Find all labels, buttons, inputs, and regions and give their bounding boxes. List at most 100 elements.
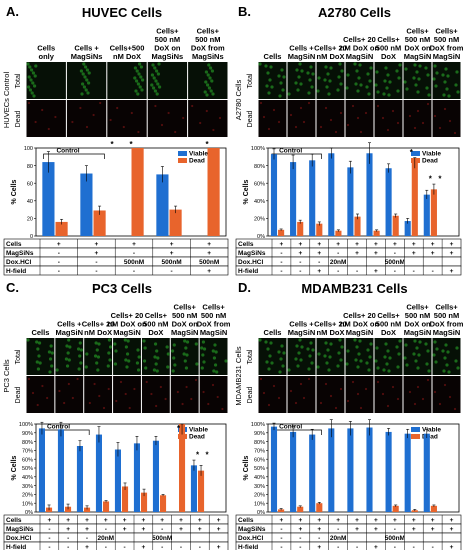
micrograph-speck — [438, 402, 442, 406]
condition-label-line: nM DoX on — [340, 320, 380, 329]
micrograph-speck — [424, 66, 428, 70]
table-cell: + — [412, 241, 416, 248]
table-row — [3, 514, 229, 525]
micrograph-speck — [413, 402, 417, 406]
micrograph-speck — [76, 377, 79, 381]
condition-label-line: MagSiN — [288, 328, 316, 337]
micrograph-speck — [294, 81, 298, 85]
micrograph-speck — [126, 339, 130, 343]
y-tick-label: 60% — [254, 181, 265, 187]
condition-label: Cells+ 20 nM DoX on MagSiN — [340, 311, 380, 337]
micrograph-speck — [137, 355, 141, 359]
row-label-total: Total — [247, 349, 254, 364]
micrograph-speck — [80, 92, 84, 96]
micrograph-total — [199, 338, 228, 375]
condition-label-line: Cells+500 — [110, 44, 145, 53]
condition-label-line: Cells + — [289, 44, 314, 53]
micrograph-speck — [158, 85, 162, 89]
condition-label: Cells+ 500 nM DoX — [376, 311, 401, 337]
micrograph-speck — [67, 382, 70, 386]
micrograph-speck — [41, 108, 44, 112]
table-row-label: Cells — [6, 241, 22, 248]
table-row-label: MagSiNs — [238, 526, 266, 533]
micrograph-speck — [115, 399, 118, 403]
micrograph-speck — [306, 71, 310, 75]
micrograph-speck — [416, 366, 420, 370]
micrograph-dead — [316, 376, 345, 413]
condition-label-line: MagSiNs — [71, 52, 103, 61]
micrograph-speck — [159, 385, 162, 389]
micrograph-speck — [369, 66, 373, 70]
condition-label-line: DoX from — [197, 320, 231, 329]
micrograph-speck — [442, 369, 446, 373]
micrograph-speck — [33, 74, 37, 78]
table-row — [235, 247, 462, 258]
micrograph-speck — [277, 120, 281, 124]
condition-label: Cells+ 500 nM DoX from MagSiNs — [191, 27, 225, 62]
control-bracket — [271, 429, 322, 435]
micrograph-speck — [446, 74, 450, 78]
condition-label-line: 500 nM — [405, 35, 430, 44]
micrograph-speck — [213, 343, 217, 347]
table-row — [235, 265, 462, 276]
micrograph-speck — [385, 86, 389, 90]
table-cell: - — [394, 526, 396, 533]
y-tick-label: 20 — [27, 217, 33, 223]
micrograph-speck — [78, 341, 82, 345]
micrograph-speck — [113, 342, 117, 346]
condition-label-line: only — [38, 52, 54, 61]
micrograph-speck — [84, 65, 88, 69]
micrograph-speck — [98, 394, 101, 398]
micrograph-speck — [268, 354, 272, 358]
table-cell: + — [431, 517, 435, 524]
micrograph-speck — [365, 361, 369, 365]
bar-dead — [141, 492, 148, 512]
table-row-label: Cells — [238, 241, 254, 248]
micrograph-speck — [157, 62, 161, 66]
micrograph-speck — [338, 338, 342, 342]
condition-label: Cells+ 500 nM DoX — [376, 35, 401, 61]
table-cell: - — [432, 268, 434, 275]
micrograph-speck — [133, 387, 136, 391]
micrograph-speck — [267, 91, 271, 95]
micrograph-speck — [299, 382, 303, 386]
micrograph-total — [188, 62, 228, 99]
micrograph-speck — [324, 65, 328, 69]
micrograph-speck — [310, 85, 314, 89]
micrograph-speck — [386, 73, 390, 77]
table-cell: + — [412, 526, 416, 533]
table-cell: + — [179, 526, 183, 533]
micrograph-speck — [88, 401, 91, 405]
condition-label: Cells only — [37, 44, 55, 62]
micrograph-speck — [269, 341, 273, 345]
condition-label: Cells — [264, 52, 282, 61]
micrograph-speck — [258, 62, 262, 66]
micrograph-speck — [154, 79, 158, 83]
micrograph-speck — [426, 102, 430, 106]
bar-dead — [335, 230, 342, 236]
micrograph-speck — [454, 359, 458, 363]
micrograph-speck — [32, 94, 36, 98]
micrograph-speck — [34, 120, 37, 124]
micrograph-speck — [278, 94, 282, 98]
condition-label: Cells+ 500 nM DoX from MagSiN — [430, 303, 464, 338]
bar-viable — [423, 433, 430, 512]
table-cell: - — [337, 544, 339, 550]
bar-dead — [84, 507, 91, 512]
micrograph-speck — [359, 83, 363, 87]
micrograph-speck — [139, 75, 143, 79]
micrograph-speck — [387, 369, 391, 373]
control-label: Control — [279, 148, 302, 155]
micrograph-speck — [381, 392, 385, 396]
micrograph-speck — [447, 370, 451, 374]
micrograph-speck — [339, 82, 343, 86]
micrograph-speck — [433, 114, 437, 118]
y-tick-label: 0% — [257, 234, 265, 240]
micrograph-dead — [199, 376, 228, 413]
condition-label-line: Cells+ 20 — [111, 311, 144, 320]
condition-label-line: DoX on — [172, 320, 199, 329]
micrograph-speck — [405, 363, 409, 367]
micrograph-speck — [443, 383, 447, 387]
table-cell: 500nM — [385, 535, 405, 542]
micrograph-speck — [299, 82, 303, 86]
